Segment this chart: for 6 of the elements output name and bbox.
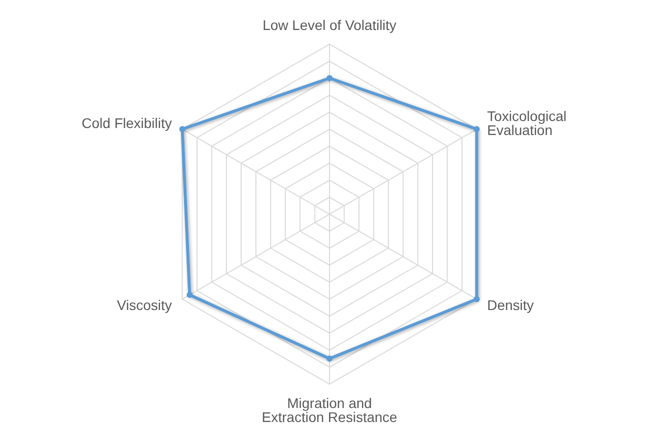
spoke-label: Viscosity <box>116 297 172 314</box>
spoke-label: Toxicological Evaluation <box>487 108 566 138</box>
spoke-label: Low Level of Volatility <box>262 17 396 34</box>
spoke-label: Migration and Extraction Resistance <box>262 395 398 426</box>
spoke-label: Density <box>487 297 534 314</box>
spoke-label: Cold Flexibility <box>82 115 172 132</box>
